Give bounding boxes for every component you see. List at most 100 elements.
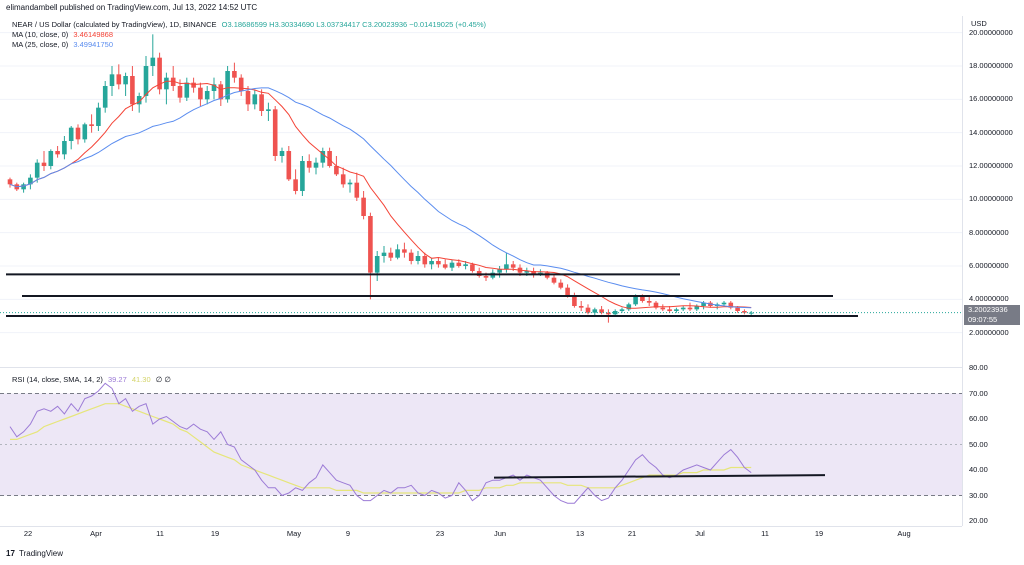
price-tick-label: 8.00000000 [969, 227, 1009, 237]
candle-body [701, 302, 706, 306]
candle-body [116, 74, 122, 85]
price-axis[interactable]: USD 3.20023936 09:07:55 20.00000000 18.00… [962, 16, 1024, 526]
time-axis[interactable]: 22 Apr 11 19 May 9 23 Jun 13 21 Jul 11 19 Aug [0, 526, 962, 543]
rsi-tick-label: 30.00 [969, 490, 988, 500]
candle-body [320, 151, 326, 163]
candle-body [279, 151, 285, 156]
candle-body [266, 109, 271, 111]
time-tick-label: Jul [695, 529, 705, 538]
candle-body [660, 307, 666, 310]
candle-body [572, 296, 577, 306]
candle-body [667, 309, 672, 311]
symbol-title: NEAR / US Dollar (calculated by TradingV… [12, 20, 217, 29]
candle-body [89, 124, 94, 126]
candle-body [48, 151, 54, 166]
candle-body [687, 307, 693, 310]
candle-body [259, 94, 264, 111]
price-tick-label: 10.00000000 [969, 194, 1013, 204]
candle-body [408, 252, 414, 261]
ma10-line [9, 80, 752, 309]
candle-body [497, 269, 502, 273]
candle-body [456, 262, 462, 266]
time-tick-label: Apr [90, 529, 102, 538]
ma10-value: 3.46149868 [73, 30, 113, 39]
candle-body [748, 312, 754, 314]
candle-body [388, 252, 394, 258]
candle-body [578, 306, 584, 308]
candle-body [177, 86, 183, 98]
candle-body [381, 252, 387, 256]
rsi-extra: ∅ ∅ [155, 375, 171, 384]
candle-body [211, 84, 217, 91]
candle-body [415, 256, 421, 261]
candle-body [606, 312, 611, 315]
candle-body [742, 311, 747, 313]
candle-body [361, 197, 366, 216]
rsi-chart[interactable] [0, 368, 962, 521]
candle-body [558, 282, 564, 288]
candle-body [28, 177, 33, 185]
price-tick-label: 2.00000000 [969, 327, 1009, 337]
rsi-label: RSI (14, close, SMA, 14, 2) [12, 375, 103, 384]
candle-body [728, 302, 734, 308]
candle-body [102, 86, 108, 108]
price-tick-label: 12.00000000 [969, 161, 1013, 170]
candle-body [442, 264, 448, 268]
time-tick-label: 11 [156, 529, 164, 538]
pane-separator[interactable] [0, 367, 962, 368]
candle-body [449, 262, 455, 268]
candle-body [313, 162, 319, 168]
candle-body [136, 96, 142, 105]
candle-body [34, 162, 40, 178]
price-tick-label: 18.00000000 [969, 61, 1013, 70]
candle-body [157, 57, 162, 90]
candle-body [225, 71, 230, 100]
candle-body [293, 179, 298, 191]
time-tick-label: 9 [345, 529, 351, 538]
candle-body [347, 182, 353, 185]
candle-body [735, 307, 740, 311]
candle-body [463, 264, 468, 266]
candle-body [198, 87, 203, 100]
time-tick-label: 13 [575, 529, 585, 538]
candle-body [62, 141, 67, 155]
price-tick-label: 6.00000000 [969, 261, 1009, 270]
rsi-tick-label: 60.00 [969, 414, 988, 423]
candle-body [626, 304, 632, 310]
tradingview-brand[interactable]: 17 TradingView [6, 549, 63, 558]
price-tick-label: 16.00000000 [969, 94, 1013, 104]
candle-body [334, 166, 339, 175]
time-tick-label: 11 [761, 529, 769, 538]
candle-body [633, 296, 638, 305]
candle-body [238, 77, 244, 91]
time-tick-label: 19 [210, 529, 220, 538]
candle-body [422, 256, 428, 265]
candle-body [483, 276, 489, 278]
candle-body [327, 151, 332, 166]
candle-body [565, 287, 570, 296]
time-tick-label: 22 [23, 529, 33, 538]
time-tick-label: May [286, 529, 302, 538]
price-tick-label: 20.00000000 [969, 27, 1013, 37]
candle-body [436, 261, 441, 265]
candle-body [170, 77, 176, 86]
candle-body [306, 161, 312, 168]
rsi-trendline [493, 474, 826, 479]
tradingview-logo-icon: 17 [6, 549, 15, 558]
candle-body [41, 162, 47, 166]
currency-label: USD [971, 19, 987, 28]
candle-body [143, 66, 149, 96]
ma25-value: 3.49941750 [73, 40, 113, 49]
candle-body [109, 74, 115, 86]
last-price: 3.20023936 [968, 304, 1008, 314]
ma10-label: MA (10, close, 0) [12, 30, 69, 39]
candle-body [75, 127, 81, 140]
candle-body [340, 174, 346, 185]
candle-body [402, 249, 407, 253]
brand-name: TradingView [18, 549, 64, 558]
candle-body [354, 182, 360, 198]
rsi-tick-label: 80.00 [969, 363, 988, 372]
price-chart[interactable] [0, 16, 962, 366]
time-tick-label: 23 [435, 529, 445, 538]
ohlc-values: O3.18686599 H3.30334690 L3.03734417 C3.2… [221, 20, 487, 29]
